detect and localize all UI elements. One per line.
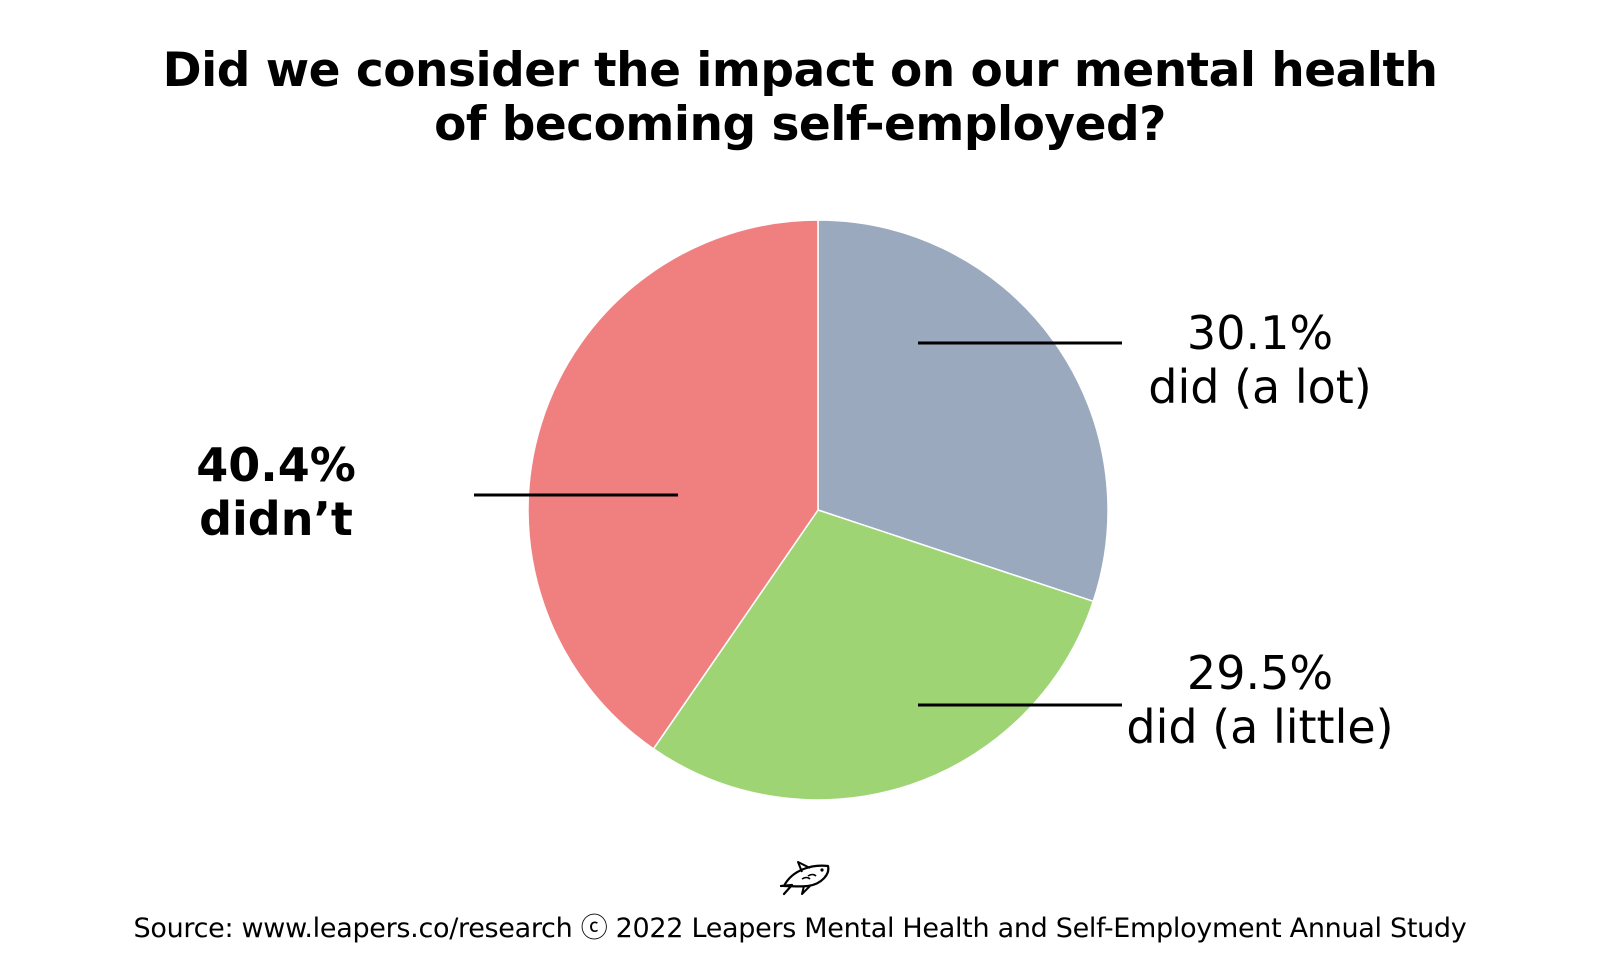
- slice-value-label-did-a-lot: 30.1%: [1186, 306, 1334, 360]
- slice-category-label-didnt: didn’t: [199, 492, 353, 546]
- source-footnote: Source: www.leapers.co/research ⓒ 2022 L…: [133, 913, 1467, 944]
- chart-title-line-2: of becoming self-employed?: [434, 97, 1166, 152]
- pie-slice-didnt: [527, 219, 819, 750]
- slice-label-did-a-lot: 30.1% did (a lot): [1130, 306, 1390, 414]
- chart-title-line-1: Did we consider the impact on our mental…: [162, 43, 1438, 98]
- fish-icon: [779, 861, 830, 896]
- slice-category-label-did-a-little: did (a little): [1126, 700, 1394, 754]
- slice-label-didnt: 40.4% didn’t: [176, 438, 376, 546]
- slice-value-label-did-a-little: 29.5%: [1186, 646, 1334, 700]
- pie-slice-did-a-lot: [817, 219, 1109, 603]
- slice-value-label-didnt: 40.4%: [196, 438, 356, 492]
- chart-title: Did we consider the impact on our mental…: [0, 44, 1600, 152]
- slice-label-did-a-little: 29.5% did (a little): [1100, 646, 1420, 754]
- pie-slice-did-a-little: [652, 509, 1095, 801]
- slice-category-label-did-a-lot: did (a lot): [1148, 360, 1372, 414]
